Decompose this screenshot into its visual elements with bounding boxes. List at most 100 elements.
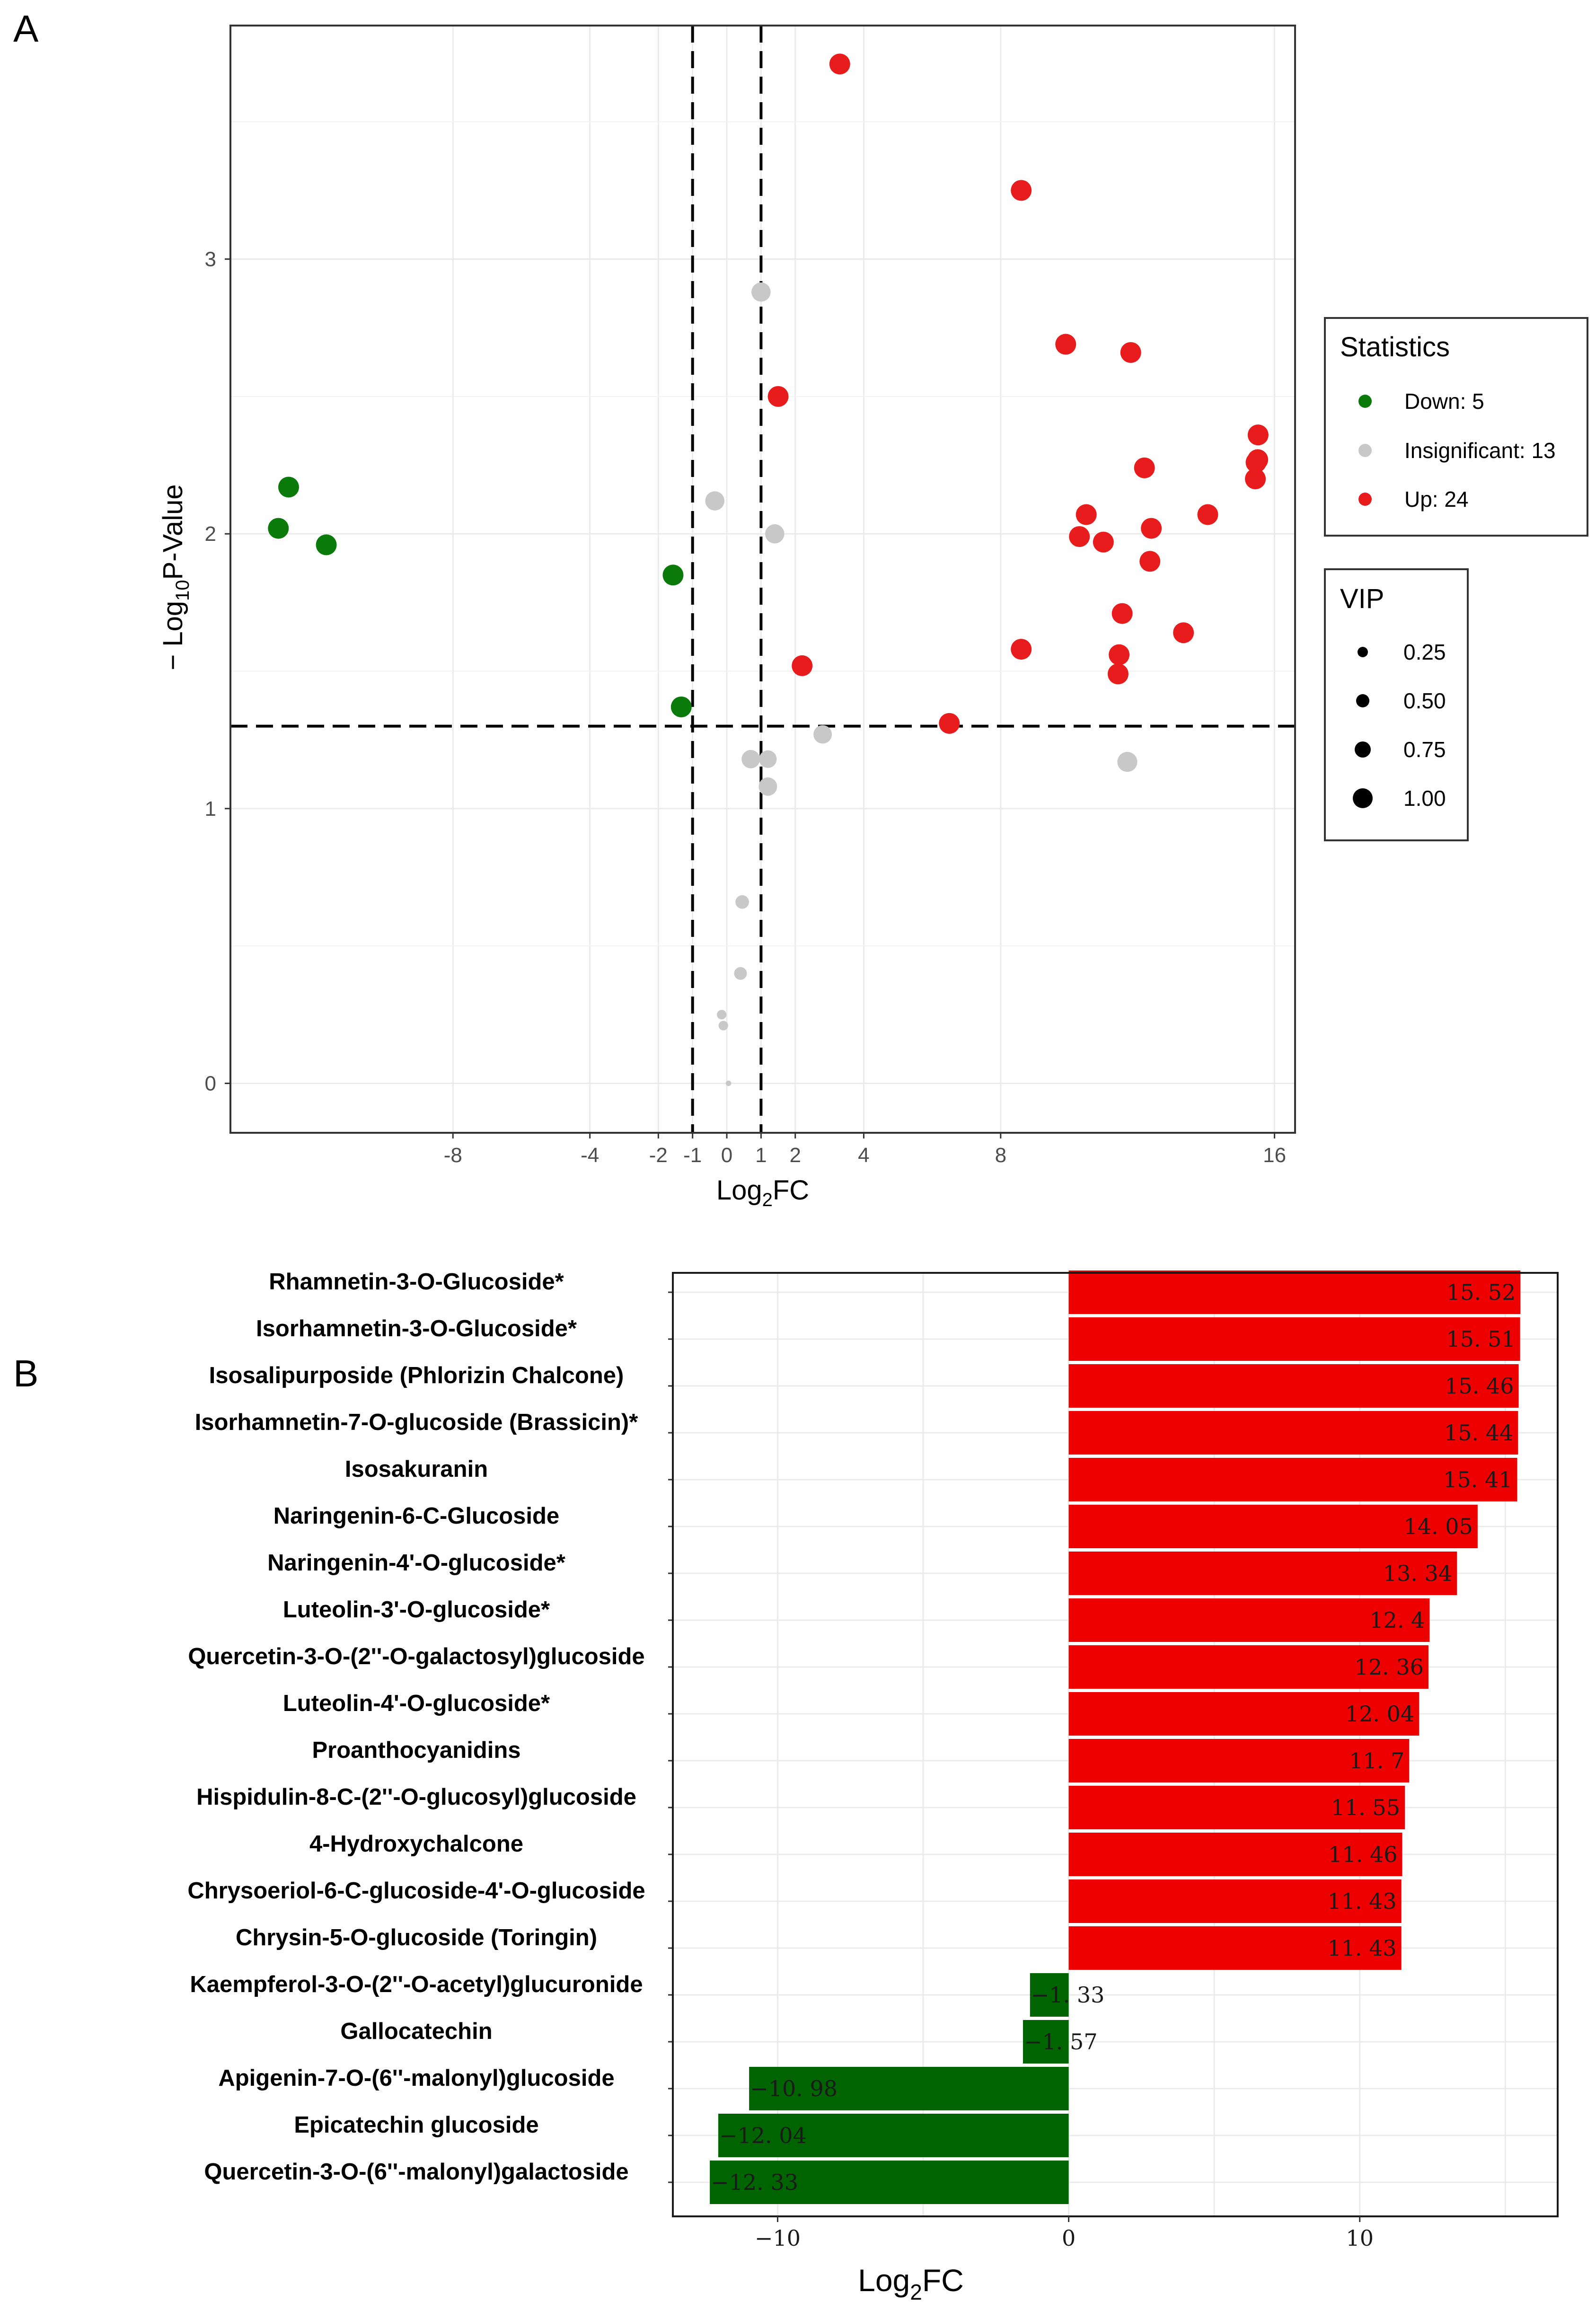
volcano-y-axis-title: − Log10P-Value — [158, 484, 193, 670]
volcano-y-tick-label: 0 — [205, 1072, 216, 1095]
volcano-point-up — [1011, 639, 1032, 660]
bar-value-label: 15. 44 — [1444, 1420, 1513, 1446]
volcano-point-up — [792, 655, 813, 676]
legend-insignificant-label: Insignificant: 13 — [1404, 438, 1556, 463]
bar-value-label: 11. 7 — [1349, 1748, 1404, 1773]
volcano-point-up — [1055, 334, 1076, 355]
bar-down — [1030, 1973, 1069, 2017]
legend-vip-label-025: 0.25 — [1403, 640, 1446, 664]
volcano-plot-border — [229, 25, 1296, 1134]
bar-up — [1068, 1598, 1430, 1642]
legend-up-label: Up: 24 — [1404, 487, 1469, 512]
bar-up — [1068, 1645, 1428, 1689]
bar-value-label: 14. 05 — [1404, 1514, 1473, 1539]
volcano-x-tick-label: 4 — [858, 1144, 869, 1167]
bar-up — [1068, 1879, 1402, 1923]
bar-value-label: 11. 46 — [1328, 1842, 1397, 1867]
volcano-point-up — [1173, 622, 1194, 644]
volcano-x-tick-label: -2 — [649, 1144, 668, 1167]
bar-category-label: Gallocatechin — [340, 2019, 492, 2044]
volcano-x-axis-title: Log2FC — [716, 1175, 809, 1210]
volcano-y-tick-label: 3 — [205, 248, 216, 271]
legend-vip-label-100: 1.00 — [1403, 786, 1446, 811]
bar-category-label: Rhamnetin-3-O-Glucoside* — [269, 1269, 564, 1295]
bar-up — [1068, 1270, 1521, 1314]
bar-rects — [710, 1270, 1521, 2204]
bar-down — [710, 2161, 1069, 2204]
panel-label-b: B — [13, 1352, 38, 1394]
bar-value-labels: 15. 52 15. 51 15. 46 15. 44 15. 41 14. 05 13. … — [711, 1279, 1516, 2195]
bar-value-label: 15. 51 — [1446, 1326, 1515, 1352]
bar-category-labels: Rhamnetin-3-O-Glucoside* Isorhamnetin-3-O… — [187, 1269, 673, 2185]
bar-x-axis-title: Log2FC — [858, 2263, 964, 2304]
bar-x-ticks: −10 0 10 — [755, 2216, 1374, 2251]
legend-down-label: Down: 5 — [1404, 389, 1484, 414]
bar-chart: 15. 52 15. 51 15. 46 15. 44 15. 41 14. 05 13. … — [187, 1269, 1559, 2304]
volcano-point-up — [1093, 531, 1114, 553]
bar-up — [1068, 1692, 1420, 1736]
volcano-plot-area — [230, 26, 1295, 1133]
bar-plot-border — [672, 1272, 1559, 2217]
bar-x-tick-label: 10 — [1346, 2225, 1374, 2251]
volcano-point-insignificant — [758, 777, 777, 796]
volcano-point-insignificant — [759, 750, 777, 768]
bar-value-label: −1. 57 — [1024, 2029, 1098, 2055]
legend-vip: VIP 0.25 0.50 0.75 1.00 — [1324, 568, 1469, 841]
bar-value-label: 11. 43 — [1327, 1935, 1396, 1961]
volcano-threshold-lines — [230, 26, 1295, 1133]
volcano-point-up — [767, 386, 789, 407]
volcano-point-insignificant — [718, 1021, 728, 1031]
bar-category-label: Isorhamnetin-3-O-Glucoside* — [256, 1316, 577, 1341]
volcano-y-ticks: 0 1 2 3 — [205, 248, 230, 1095]
volcano-point-up — [1109, 644, 1130, 665]
volcano-x-ticks: -8 -4 -2 -1 0 1 2 4 8 16 — [444, 1133, 1286, 1167]
volcano-x-tick-label: -1 — [683, 1144, 702, 1167]
bar-category-label: Luteolin-4'-O-glucoside* — [283, 1691, 550, 1716]
volcano-x-tick-label: 1 — [755, 1144, 767, 1167]
bar-up — [1068, 1364, 1519, 1408]
bar-value-label: −12. 33 — [711, 2170, 798, 2195]
volcano-point-insignificant — [813, 725, 832, 744]
bar-up — [1068, 1411, 1518, 1455]
volcano-point-insignificant — [1117, 751, 1137, 772]
volcano-point-insignificant — [725, 1080, 732, 1086]
volcano-point-up — [939, 713, 960, 734]
volcano-point-down — [316, 534, 337, 556]
legend-statistics: Statistics Down: 5 Insignificant: 13 Up:… — [1324, 317, 1588, 537]
bar-category-label: Hispidulin-8-C-(2''-O-glucosyl)glucoside — [196, 1784, 636, 1810]
bar-value-label: 12. 36 — [1355, 1654, 1424, 1680]
bar-category-label: Luteolin-3'-O-glucoside* — [283, 1597, 550, 1623]
volcano-x-tick-label: 0 — [721, 1144, 732, 1167]
volcano-point-insignificant — [734, 967, 747, 980]
bar-value-label: 13. 34 — [1383, 1561, 1452, 1586]
volcano-point-up — [1069, 526, 1090, 547]
bar-value-label: 11. 43 — [1327, 1888, 1396, 1914]
bar-category-label: 4-Hydroxychalcone — [309, 1831, 523, 1857]
volcano-point-insignificant — [717, 1010, 727, 1020]
bar-up — [1068, 1926, 1402, 1970]
volcano-point-down — [268, 518, 289, 539]
bar-category-label: Quercetin-3-O-(2''-O-galactosyl)glucosid… — [188, 1644, 644, 1669]
bar-value-label: 12. 4 — [1369, 1607, 1425, 1633]
legend-vip-box — [1324, 568, 1469, 841]
volcano-point-down — [278, 476, 299, 498]
bar-x-tick-label: −10 — [755, 2225, 801, 2251]
volcano-point-insignificant — [765, 524, 785, 544]
bar-value-label: 11. 55 — [1331, 1795, 1400, 1820]
volcano-x-tick-label: 8 — [995, 1144, 1006, 1167]
volcano-point-insignificant — [751, 282, 771, 302]
volcano-point-up — [1247, 424, 1269, 446]
bar-x-tick-label: 0 — [1062, 2225, 1076, 2251]
volcano-point-up — [1134, 457, 1155, 478]
bar-up — [1068, 1505, 1478, 1548]
bar-value-label: −10. 98 — [750, 2076, 838, 2101]
legend-vip-label-050: 0.50 — [1403, 688, 1446, 713]
legend-up-swatch — [1358, 493, 1372, 506]
volcano-x-tick-label: 16 — [1263, 1144, 1286, 1167]
volcano-point-insignificant — [735, 895, 749, 909]
bar-down — [749, 2067, 1069, 2110]
bar-category-label: Naringenin-6-C-Glucoside — [273, 1503, 559, 1529]
volcano-point-up — [1107, 663, 1129, 685]
